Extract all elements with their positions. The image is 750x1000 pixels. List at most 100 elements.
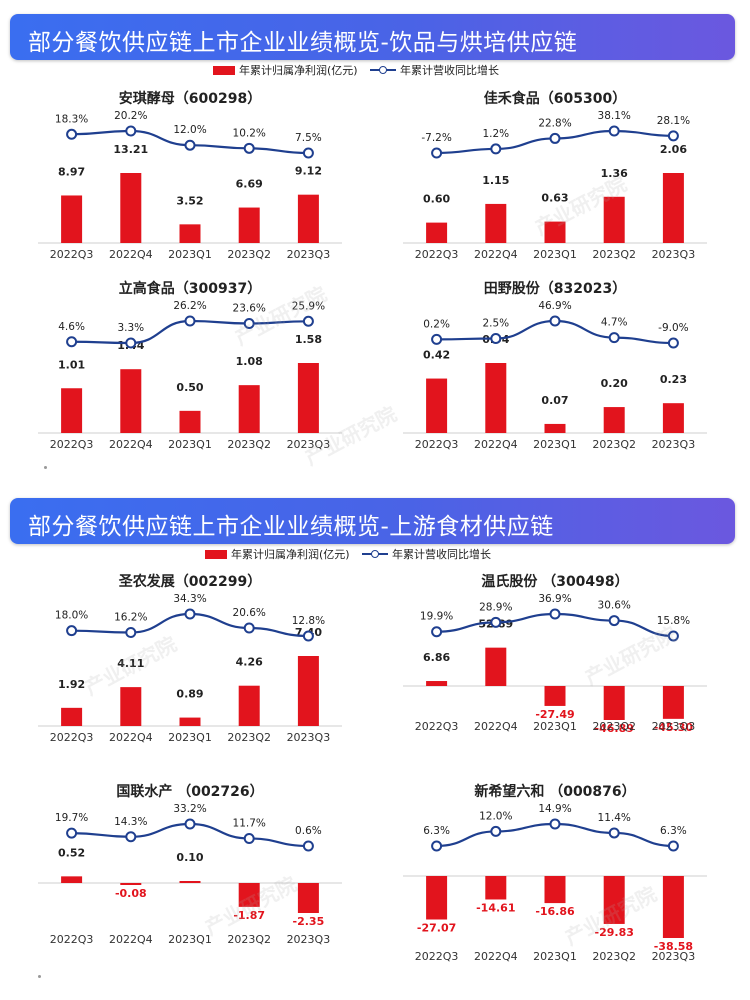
legend-item-net-profit: 年累计归属净利润(亿元) <box>213 62 358 78</box>
line-marker-icon <box>370 65 396 75</box>
section-title: 部分餐饮供应链上市企业业绩概览-上游食材供应链 <box>28 514 554 540</box>
line-data-label: 7.5% <box>295 132 322 144</box>
bar-data-label: 0.63 <box>541 192 568 205</box>
x-tick-label: 2023Q2 <box>227 438 271 451</box>
x-tick-label: 2022Q4 <box>109 731 153 744</box>
line-point <box>66 827 78 839</box>
x-tick-label: 2022Q3 <box>415 248 459 261</box>
bar <box>179 224 201 243</box>
line-point <box>66 128 78 140</box>
x-tick-label: 2023Q1 <box>168 933 212 946</box>
line-data-label: 1.2% <box>482 128 509 140</box>
bar <box>238 207 260 243</box>
x-tick-label: 2022Q3 <box>415 438 459 451</box>
bar-data-label: -1.87 <box>233 909 265 922</box>
line-point <box>302 630 314 642</box>
x-tick-label: 2023Q1 <box>533 248 577 261</box>
line-data-label: 6.3% <box>423 825 450 837</box>
line-point <box>302 840 314 852</box>
chart-svg: 温氏股份 （300498）6.8652.89-27.49-46.89-45.30… <box>403 573 707 735</box>
bar-data-label: -14.61 <box>476 901 515 914</box>
line-data-label: 28.9% <box>479 601 512 613</box>
bar <box>61 195 83 243</box>
line-point <box>490 825 502 837</box>
bar-data-label: 0.50 <box>176 381 203 394</box>
bar <box>120 883 142 885</box>
line-data-label: 12.0% <box>479 810 512 822</box>
bar-data-label: -27.49 <box>535 708 574 721</box>
bar-data-label: 9.12 <box>295 165 322 178</box>
bar-data-label: 0.60 <box>423 193 450 206</box>
line-point <box>243 142 255 154</box>
bar-data-label: -46.89 <box>595 722 634 735</box>
line-marker-icon <box>362 549 388 559</box>
line-data-label: 18.3% <box>55 113 88 125</box>
bar-data-label: 0.07 <box>541 394 568 407</box>
x-tick-label: 2023Q3 <box>287 731 331 744</box>
line-point <box>184 139 196 151</box>
x-tick-label: 2022Q3 <box>50 248 94 261</box>
section-banner: 部分餐饮供应链上市企业业绩概览-饮品与烘培供应链 <box>10 14 735 60</box>
legend-item-revenue-growth: 年累计营收同比增长 <box>362 546 491 562</box>
bar <box>120 369 142 433</box>
line-point <box>431 840 443 852</box>
bar <box>662 173 684 243</box>
line-point <box>549 315 561 327</box>
bar-data-label: 2.06 <box>660 143 687 156</box>
x-tick-label: 2022Q4 <box>474 720 518 733</box>
line-data-label: 26.2% <box>173 300 206 312</box>
x-tick-label: 2023Q3 <box>652 438 696 451</box>
line-data-label: 4.7% <box>601 317 628 329</box>
bar <box>426 681 448 686</box>
line-point <box>667 337 679 349</box>
line-point <box>608 827 620 839</box>
bar-data-label: 8.97 <box>58 165 85 178</box>
bar <box>120 687 142 726</box>
line-point <box>608 615 620 627</box>
line-data-label: 34.3% <box>173 593 206 605</box>
chart-svg: 立高食品（300937）1.011.440.501.081.582022Q320… <box>38 280 342 451</box>
line-data-label: 12.0% <box>173 124 206 136</box>
bar <box>544 423 566 433</box>
chart-title: 新希望六和 （000876） <box>474 783 635 800</box>
x-tick-label: 2022Q3 <box>50 438 94 451</box>
x-tick-label: 2023Q2 <box>592 950 636 963</box>
line-data-label: 0.2% <box>423 318 450 330</box>
line-data-label: 11.7% <box>233 818 266 830</box>
chart-title: 温氏股份 （300498） <box>481 573 628 590</box>
line-data-label: 30.6% <box>598 600 631 612</box>
bar-data-label: 0.89 <box>176 688 203 701</box>
bar-data-label: -0.08 <box>115 887 147 900</box>
line-point <box>125 627 137 639</box>
line-data-label: -7.2% <box>421 132 451 144</box>
chart-title: 佳禾食品（605300） <box>484 90 626 107</box>
line-point <box>549 132 561 144</box>
chart-panel-angel-yeast: 安琪酵母（600298） 8.97 13.21 3.52 6.69 9.12 2022Q3 2… <box>30 85 350 270</box>
bar-swatch-icon <box>205 549 227 559</box>
line-point <box>243 833 255 845</box>
bar <box>426 876 448 920</box>
section-title: 部分餐饮供应链上市企业业绩概览-饮品与烘培供应链 <box>28 30 578 56</box>
line-data-label: 12.8% <box>292 615 325 627</box>
x-tick-label: 2023Q3 <box>287 438 331 451</box>
line-point <box>608 332 620 344</box>
bar <box>179 410 201 433</box>
bar <box>544 876 566 904</box>
line-data-label: 3.3% <box>117 322 144 334</box>
line-data-label: 14.3% <box>114 816 147 828</box>
chart-title: 国联水产 （002726） <box>116 783 263 800</box>
bar-data-label: 0.10 <box>176 851 203 864</box>
bar <box>485 876 507 900</box>
x-tick-label: 2023Q1 <box>533 720 577 733</box>
x-tick-label: 2023Q3 <box>652 950 696 963</box>
legend-label: 年累计营收同比增长 <box>400 64 499 77</box>
bar-data-label: 1.36 <box>601 167 628 180</box>
bar <box>485 203 507 243</box>
bar-data-label: 1.15 <box>482 174 509 187</box>
line-point <box>431 147 443 159</box>
bar <box>544 686 566 706</box>
legend-label: 年累计归属净利润(亿元) <box>239 64 358 77</box>
bar <box>603 196 625 243</box>
line-point <box>66 625 78 637</box>
chart-panel-guolian: 国联水产 （002726） 0.52 -0.08 0.10 -1.87 -2.35 2022… <box>30 778 350 963</box>
